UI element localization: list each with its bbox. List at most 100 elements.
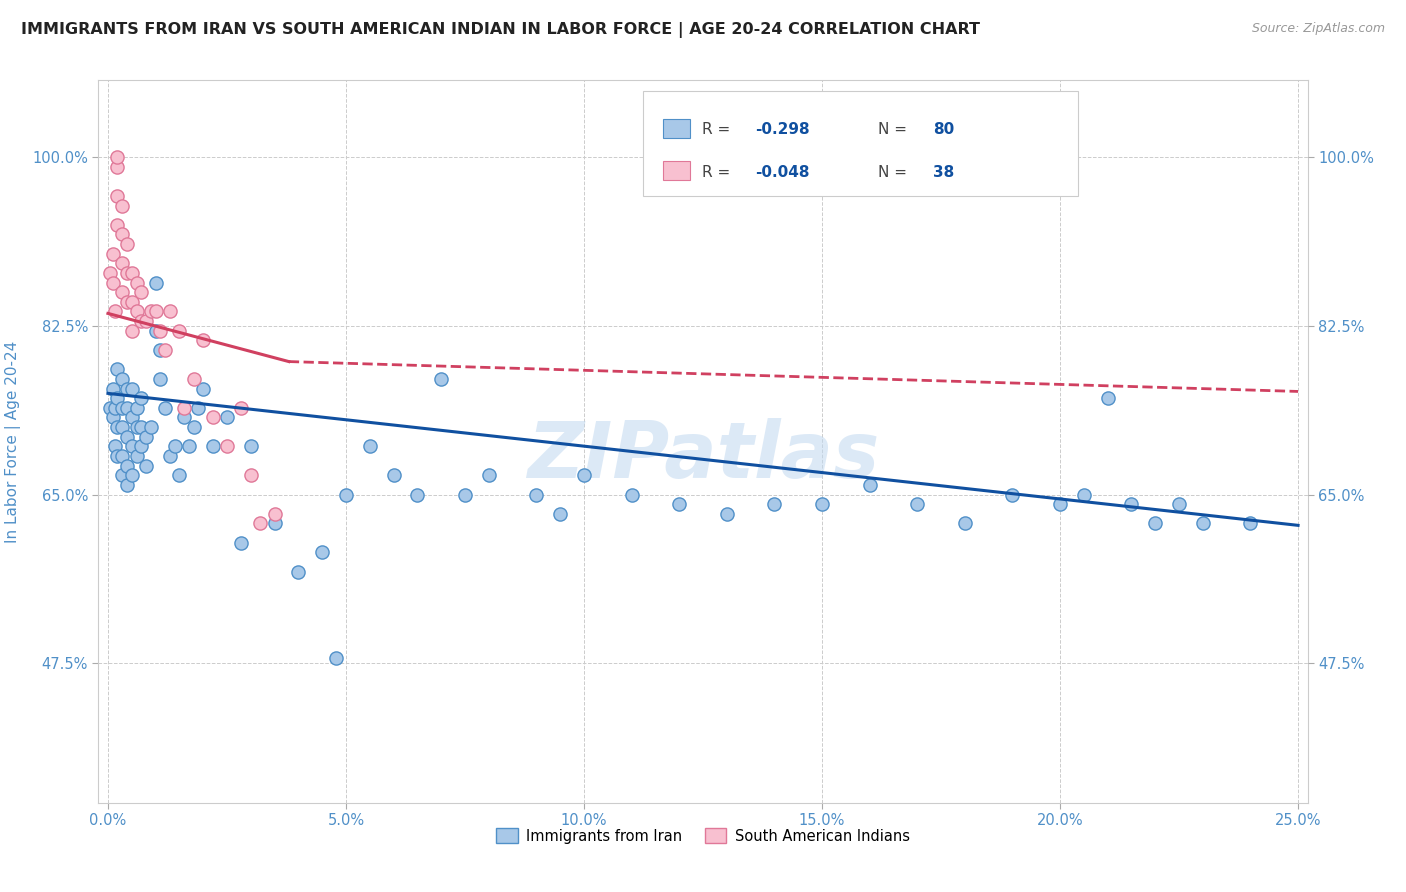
Point (104, 304, 127, 318)
Point (1239, 516, 1261, 531)
FancyBboxPatch shape (664, 119, 690, 137)
Point (263, 516, 285, 531)
Point (107, 189, 129, 203)
Point (129, 285, 152, 300)
Point (125, 401, 148, 415)
Point (173, 401, 195, 415)
Point (111, 285, 134, 300)
Point (716, 507, 738, 521)
Point (263, 507, 285, 521)
Text: R =: R = (702, 165, 735, 180)
Point (231, 401, 253, 415)
Point (668, 497, 690, 511)
Point (115, 266, 138, 280)
Point (153, 401, 176, 415)
Point (121, 468, 143, 483)
Point (145, 304, 167, 318)
Point (107, 160, 129, 174)
Y-axis label: In Labor Force | Age 20-24: In Labor Force | Age 20-24 (6, 341, 21, 542)
Point (111, 227, 134, 242)
Point (454, 487, 477, 501)
Point (115, 294, 138, 309)
Point (111, 256, 134, 270)
Point (239, 468, 262, 483)
Point (201, 410, 224, 425)
Point (104, 401, 127, 415)
Point (159, 449, 181, 463)
Point (98, 401, 121, 415)
Point (125, 304, 148, 318)
Point (177, 439, 200, 453)
Point (107, 150, 129, 164)
Text: IMMIGRANTS FROM IRAN VS SOUTH AMERICAN INDIAN IN LABOR FORCE | AGE 20-24 CORRELA: IMMIGRANTS FROM IRAN VS SOUTH AMERICAN I… (21, 22, 980, 38)
Text: 80: 80 (932, 122, 955, 137)
Point (111, 449, 134, 463)
Point (111, 420, 134, 434)
Point (149, 372, 172, 386)
Point (201, 439, 224, 453)
Point (191, 334, 214, 348)
Point (163, 439, 186, 453)
Point (359, 439, 381, 453)
Point (524, 487, 547, 501)
Point (107, 420, 129, 434)
Point (1049, 497, 1071, 511)
Point (115, 382, 138, 396)
Point (183, 420, 205, 434)
Point (215, 410, 238, 425)
Point (111, 468, 134, 483)
Point (169, 324, 191, 338)
Point (1121, 497, 1143, 511)
Point (135, 314, 157, 328)
Point (335, 487, 357, 501)
Point (478, 468, 501, 483)
Point (1168, 497, 1191, 511)
Point (572, 468, 595, 483)
Point (169, 468, 191, 483)
Text: 38: 38 (932, 165, 955, 180)
Point (125, 276, 148, 290)
Point (139, 420, 162, 434)
Point (430, 372, 453, 386)
Point (145, 276, 167, 290)
Point (101, 276, 124, 290)
Point (121, 382, 143, 396)
Point (1073, 487, 1095, 501)
Point (191, 382, 214, 396)
Point (111, 372, 134, 386)
Point (215, 439, 238, 453)
Point (153, 343, 176, 357)
Point (187, 401, 209, 415)
Point (139, 304, 162, 318)
Point (325, 651, 347, 665)
Point (125, 449, 148, 463)
Text: -0.298: -0.298 (755, 122, 810, 137)
Point (287, 565, 309, 579)
Point (763, 497, 786, 511)
Point (115, 237, 138, 252)
Point (115, 401, 138, 415)
Point (129, 391, 152, 405)
Point (811, 497, 834, 511)
Point (548, 507, 571, 521)
Point (115, 430, 138, 444)
Point (111, 401, 134, 415)
Point (101, 410, 124, 425)
Point (231, 535, 253, 549)
FancyBboxPatch shape (664, 161, 690, 180)
Point (129, 420, 152, 434)
Point (953, 516, 976, 531)
Point (121, 439, 143, 453)
Point (905, 497, 928, 511)
Point (149, 343, 172, 357)
Point (104, 439, 127, 453)
FancyBboxPatch shape (643, 91, 1078, 196)
Point (1144, 516, 1167, 531)
Legend: Immigrants from Iran, South American Indians: Immigrants from Iran, South American Ind… (491, 822, 915, 850)
Point (101, 246, 124, 260)
Text: N =: N = (879, 165, 912, 180)
Point (159, 304, 181, 318)
Point (382, 468, 405, 483)
Point (620, 487, 643, 501)
Point (107, 391, 129, 405)
